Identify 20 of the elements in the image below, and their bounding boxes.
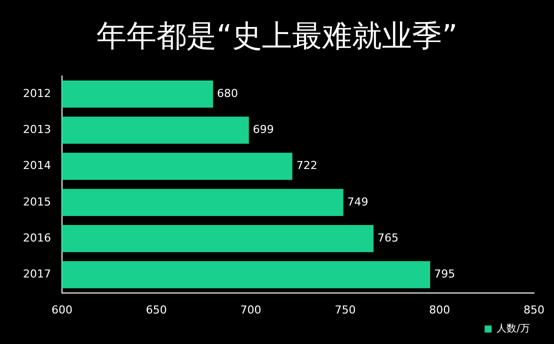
y-tick-label: 2016 (22, 231, 51, 244)
data-label: 680 (217, 86, 238, 100)
data-label: 722 (296, 159, 318, 172)
y-tick-label: 2017 (22, 268, 51, 281)
legend-label: 人数/万 (496, 324, 530, 335)
x-tick-label: 650 (146, 303, 167, 316)
y-tick-label: 2015 (22, 195, 51, 208)
x-tick-label: 800 (429, 303, 450, 316)
data-label: 765 (378, 231, 399, 244)
chart-title: 年年都是“史上最难就业季” (96, 18, 458, 54)
x-tick-label: 600 (51, 303, 72, 316)
data-label: 699 (252, 123, 274, 136)
y-tick-label: 2012 (22, 86, 51, 100)
x-tick-label: 850 (524, 303, 544, 316)
y-tick-label: 2014 (22, 159, 51, 172)
x-tick-label: 700 (240, 303, 262, 316)
y-tick-label: 2013 (22, 123, 51, 136)
x-tick-label: 750 (334, 303, 356, 316)
data-label: 795 (434, 268, 456, 281)
data-label: 749 (347, 195, 368, 208)
